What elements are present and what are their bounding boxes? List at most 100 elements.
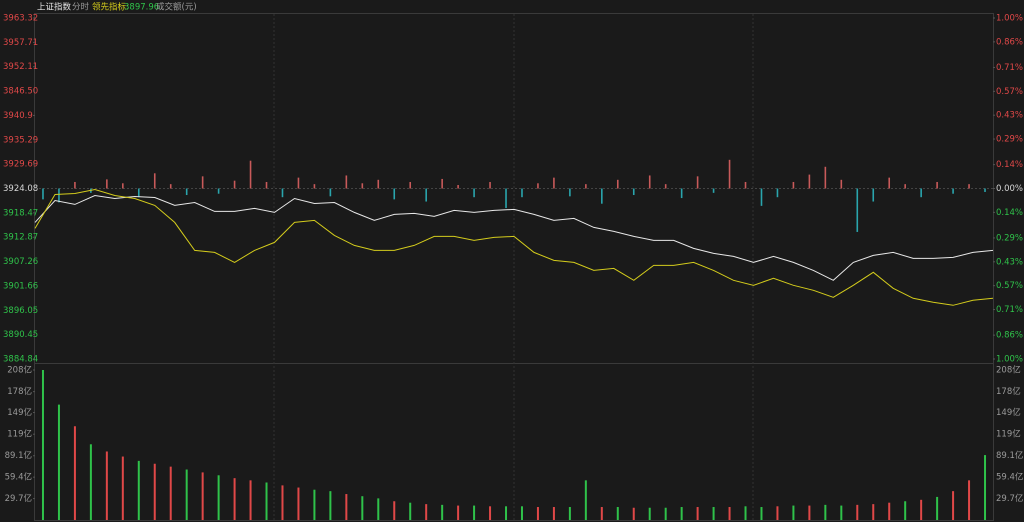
- breadth-bar: [792, 181, 795, 189]
- y2-tick-label: 0.86%: [996, 331, 1023, 341]
- breadth-bar: [585, 184, 587, 189]
- breadth-bar: [601, 188, 603, 204]
- breadth-bar: [648, 175, 651, 189]
- breadth-bar: [377, 179, 380, 189]
- breadth-bar: [281, 188, 284, 198]
- y-tick-label: 3846.50: [3, 87, 38, 97]
- volume-tick-label-right: 178亿: [996, 386, 1021, 397]
- volume-bar: [968, 480, 971, 520]
- frame: [34, 13, 994, 521]
- y-tick-label: 3918.47: [3, 208, 38, 218]
- volume-bar: [952, 491, 955, 520]
- breadth-bar: [217, 188, 220, 194]
- volume-bar: [105, 451, 108, 520]
- volume-bar: [712, 507, 715, 520]
- volume-bar: [393, 501, 396, 520]
- y-tick-label: 3929.69: [3, 160, 38, 170]
- volume-bar: [552, 507, 555, 520]
- y-tick-label: 3957.71: [3, 38, 38, 48]
- volume-bar: [153, 463, 156, 520]
- volume-bar: [57, 404, 60, 520]
- y-tick-label: 3901.66: [3, 281, 38, 291]
- y-tick-label: 3952.11: [3, 62, 38, 72]
- y-tick-label: 3924.08: [3, 184, 38, 194]
- volume-bar: [121, 456, 124, 520]
- breadth-bar: [106, 179, 108, 189]
- volume-bar: [744, 506, 747, 520]
- breadth-bar: [74, 181, 76, 189]
- y-tick-label: 3890.45: [3, 330, 38, 340]
- volume-bar: [377, 498, 380, 520]
- breadth-bar: [137, 188, 140, 198]
- breadth-bar: [680, 188, 683, 199]
- y2-tick-label: 0.57%: [996, 281, 1023, 291]
- breadth-bar: [425, 188, 427, 202]
- y2-tick-label: 0.71%: [996, 63, 1023, 73]
- volume-bar: [984, 455, 987, 520]
- volume-tick-label-right: 59.4亿: [996, 472, 1023, 483]
- y2-tick-label: 0.71%: [996, 305, 1023, 315]
- breadth-bar: [393, 188, 396, 200]
- breadth-bar: [297, 177, 300, 189]
- volume-tick-label: 178亿: [7, 386, 32, 397]
- breadth-bar: [936, 181, 938, 189]
- y2-tick-label: 0.00%: [996, 184, 1023, 194]
- volume-bar: [473, 505, 476, 520]
- breadth-bar: [441, 178, 443, 189]
- volume-bar: [648, 507, 651, 520]
- volume-bar: [728, 507, 731, 520]
- y2-tick-label: 0.86%: [996, 37, 1023, 47]
- volume-tick-label-right: 29.7亿: [996, 493, 1023, 504]
- index-name: 上证指数: [37, 2, 72, 13]
- volume-bar: [824, 504, 827, 520]
- breadth-bar: [473, 188, 475, 198]
- y-tick-label: 3896.05: [3, 306, 38, 316]
- breadth-bar: [569, 188, 571, 197]
- volume-bar: [776, 506, 779, 520]
- breadth-bar: [457, 185, 459, 189]
- volume-bar: [425, 504, 428, 520]
- y-tick-label: 3940.9: [3, 111, 33, 121]
- volume-bar: [600, 507, 603, 520]
- breadth-bar: [329, 188, 332, 197]
- breadth-bar: [888, 177, 891, 189]
- volume-bar: [920, 499, 923, 520]
- volume-bar: [505, 506, 508, 520]
- breadth-bar: [808, 174, 811, 189]
- breadth-bar: [265, 181, 268, 189]
- breadth-bar: [904, 184, 906, 189]
- breadth-bar: [744, 181, 747, 189]
- volume-bar: [856, 504, 859, 520]
- y-tick-label: 3884.84: [3, 355, 38, 365]
- volume-tick-label: 119亿: [7, 429, 32, 440]
- breadth-bar: [952, 188, 954, 194]
- breadth-bar: [632, 188, 635, 196]
- y2-tick-label: 0.43%: [996, 111, 1023, 121]
- volume-bar: [760, 507, 763, 520]
- volume-bar: [680, 507, 683, 520]
- volume-bar: [169, 466, 172, 520]
- volume-bar: [584, 480, 587, 520]
- volume-tick-label-right: 119亿: [996, 429, 1021, 440]
- breadth-bar: [505, 188, 507, 209]
- volume-bar: [568, 507, 571, 520]
- breadth-bar: [872, 188, 875, 202]
- volume-bar: [249, 480, 252, 520]
- y-tick-label: 3907.26: [3, 257, 38, 267]
- mode: 分时: [72, 2, 90, 13]
- volume-bar: [137, 460, 140, 520]
- breadth-bar: [169, 184, 172, 189]
- breadth-bar: [313, 184, 316, 189]
- volume-bar: [281, 485, 284, 520]
- price-line: [34, 194, 994, 281]
- breadth-bar: [616, 179, 619, 189]
- volume-bar: [872, 504, 875, 520]
- y2-tick-label: 0.14%: [996, 208, 1023, 218]
- y-tick-label: 3963.32: [3, 14, 38, 24]
- volume-bar: [185, 469, 188, 520]
- breadth-bar: [840, 179, 843, 189]
- volume-tick-label-right: 208亿: [996, 365, 1021, 376]
- indicator-value: 3897.96: [124, 3, 159, 13]
